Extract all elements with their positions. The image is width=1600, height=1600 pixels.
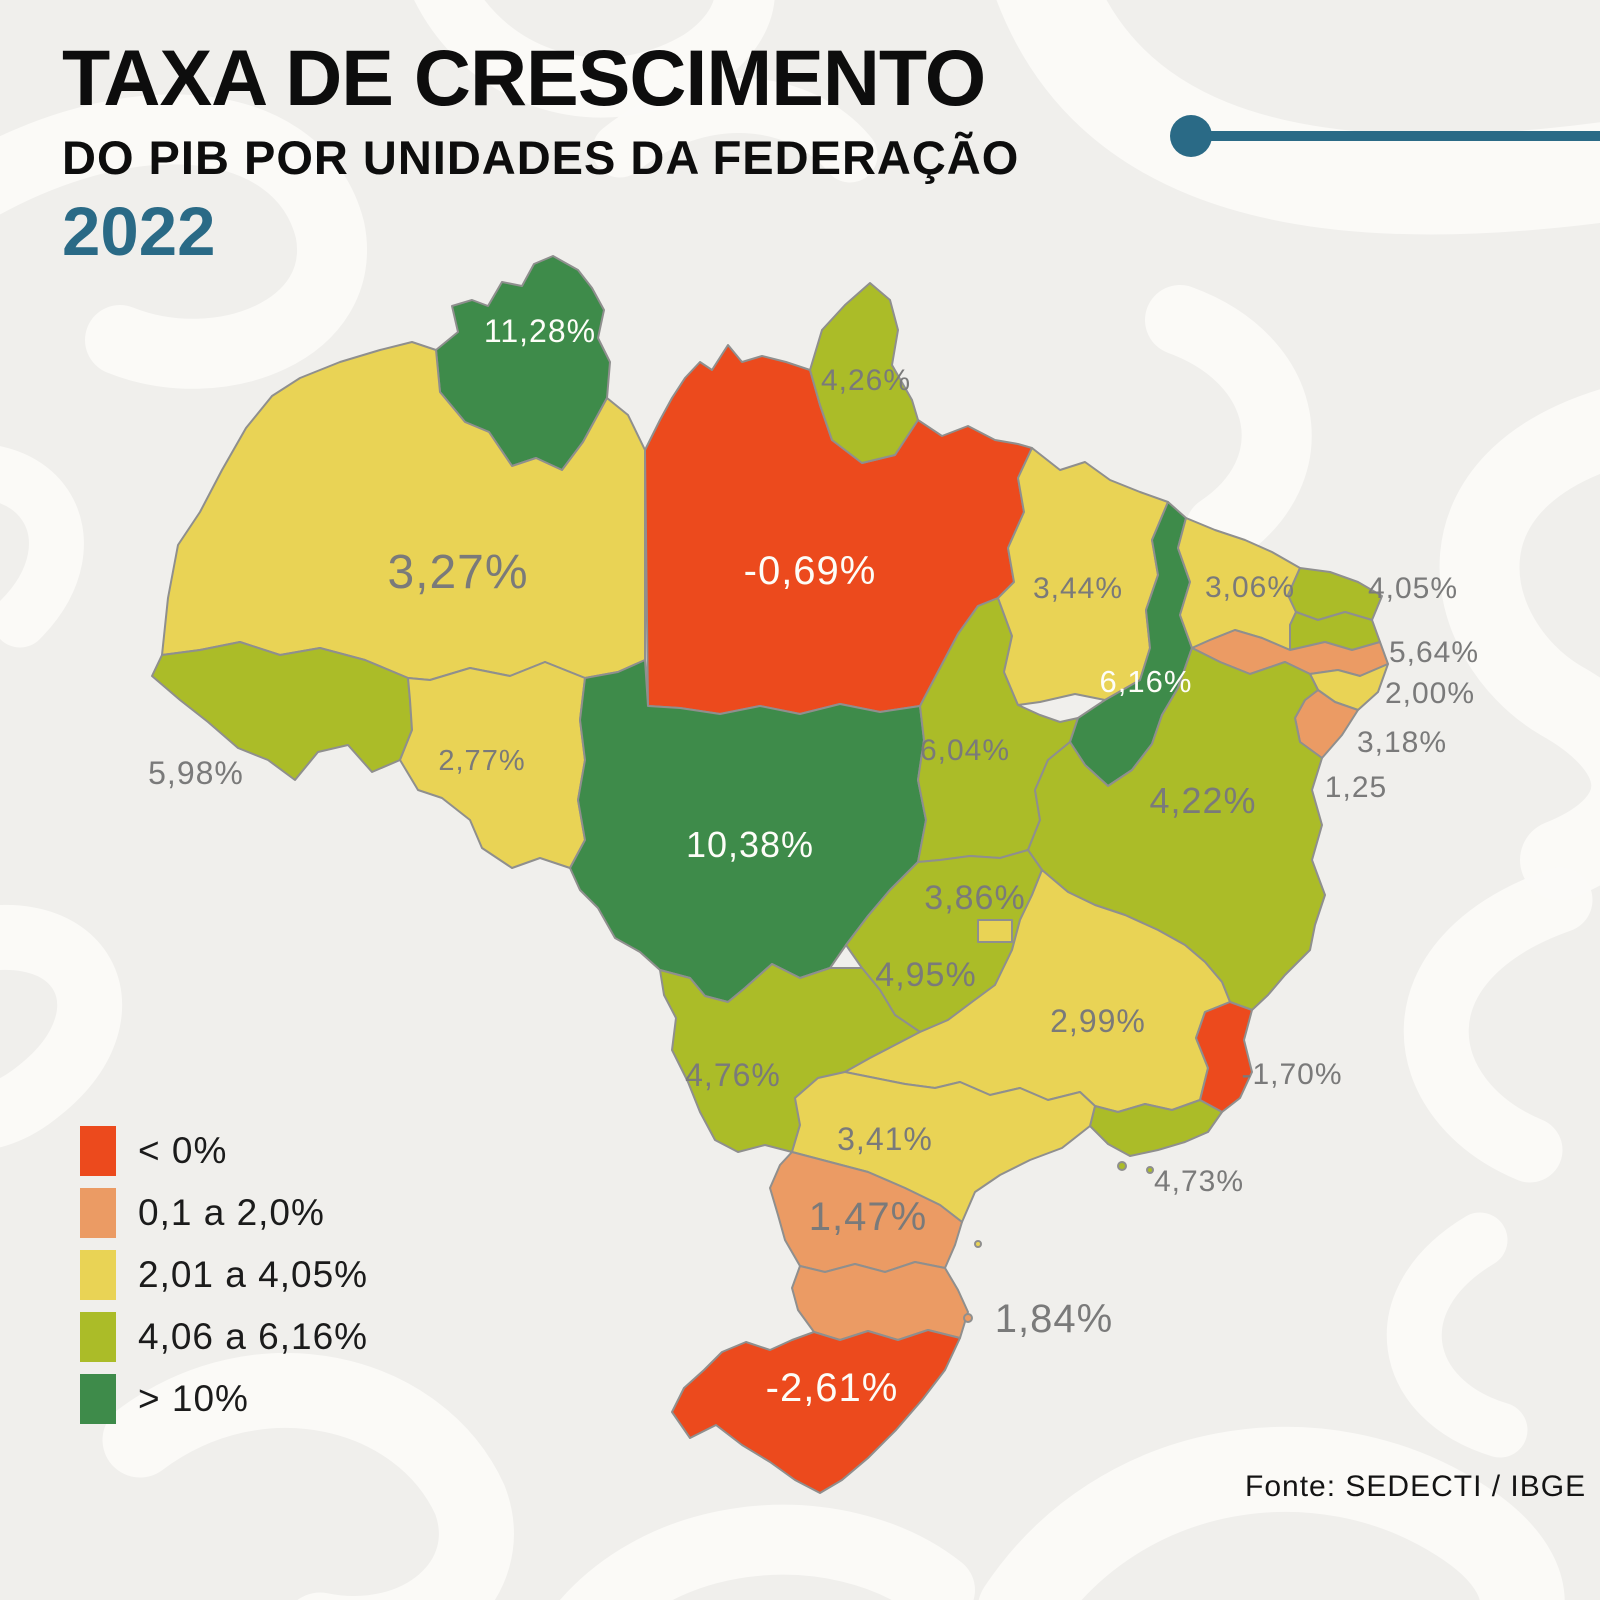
legend-label: > 10%: [138, 1378, 249, 1419]
value-labels-layer: 11,28% 4,26% 3,27% -0,69% 5,98% 2,77% 10…: [148, 313, 1479, 1410]
label-ce-value: 3,06%: [1205, 571, 1295, 604]
label-to-value: 6,04%: [920, 734, 1010, 767]
label-ro-value: 2,77%: [438, 745, 525, 777]
background-wave: [414, 0, 775, 118]
legend-label: 2,01 a 4,05%: [138, 1254, 369, 1295]
background-wave: [1386, 1212, 1528, 1458]
legend-label: 4,06 a 6,16%: [138, 1316, 369, 1357]
label-mg-value: 2,99%: [1050, 1003, 1146, 1039]
label-ba-value: 4,22%: [1149, 780, 1256, 821]
state-rs-shape: [671, 1329, 961, 1494]
source-note: Fonte: SEDECTI / IBGE: [1245, 1470, 1587, 1503]
legend-swatch-negative: [80, 1126, 116, 1176]
legend-row-mid: 2,01 a 4,05%: [80, 1250, 368, 1300]
label-ap-value: 4,26%: [821, 364, 911, 397]
label-rn-value: 4,05%: [1368, 572, 1458, 605]
label-sp-value: 3,41%: [837, 1121, 933, 1157]
label-es-value: -1,70%: [1241, 1058, 1342, 1091]
state-ac-shape: [151, 641, 413, 781]
label-pa-value: -0,69%: [744, 549, 877, 593]
states-layer: [151, 255, 1389, 1494]
background-wave: [0, 446, 84, 648]
label-ac-value: 5,98%: [148, 755, 244, 791]
island-dot: [974, 1240, 982, 1248]
label-pb-value: 5,64%: [1389, 636, 1479, 669]
legend-row-high: 4,06 a 6,16%: [80, 1312, 368, 1362]
legend-swatch-high: [80, 1312, 116, 1362]
label-ms-value: 4,76%: [685, 1057, 781, 1093]
legend-swatch-mid: [80, 1250, 116, 1300]
state-df-shape: [977, 919, 1013, 943]
legend-label: 0,1 a 2,0%: [138, 1192, 325, 1233]
label-se-value: 1,25: [1325, 771, 1387, 804]
state-sc-shape: [791, 1261, 969, 1341]
background-wave: [1403, 867, 1593, 1183]
title-block: TAXA DE CRESCIMENTO DO PIB POR UNIDADES …: [62, 38, 1019, 266]
island-dot: [1117, 1161, 1127, 1171]
background-wave: [996, 0, 1600, 235]
map-legend: < 0% 0,1 a 2,0% 2,01 a 4,05% 4,06 a 6,16…: [80, 1126, 368, 1436]
label-go-value: 4,95%: [875, 956, 976, 994]
label-pr-value: 1,47%: [809, 1195, 927, 1239]
label-al-value: 3,18%: [1357, 726, 1447, 759]
legend-swatch-very-high: [80, 1374, 116, 1424]
page-title: TAXA DE CRESCIMENTO: [62, 33, 986, 122]
legend-swatch-low: [80, 1188, 116, 1238]
island-dot: [1146, 1166, 1154, 1174]
state-es-shape: [1195, 1001, 1253, 1113]
background-wave: [0, 94, 367, 389]
legend-row-very-high: > 10%: [80, 1374, 368, 1424]
island-dot: [963, 1313, 973, 1323]
label-am-value: 3,27%: [387, 546, 528, 599]
background-wave: [978, 1426, 1565, 1600]
label-rr-value: 11,28%: [484, 313, 596, 349]
background-wave: [102, 1352, 514, 1600]
label-pe-value: 2,00%: [1385, 677, 1475, 710]
background-wave: [1439, 389, 1600, 900]
label-mt-value: 10,38%: [686, 824, 814, 865]
title-year: 2022: [62, 193, 216, 270]
state-mt-shape: [569, 659, 927, 1003]
background-wave: [560, 1504, 975, 1600]
legend-row-low: 0,1 a 2,0%: [80, 1188, 368, 1238]
label-sc-value: 1,84%: [995, 1297, 1113, 1341]
label-rs-value: -2,61%: [766, 1366, 899, 1410]
page-subtitle: DO PIB POR UNIDADES DA FEDERAÇÃO: [62, 131, 1020, 184]
label-pi-value: 6,16%: [1100, 664, 1193, 699]
label-ma-value: 3,44%: [1033, 572, 1123, 605]
background-wave: [1145, 285, 1312, 565]
decor-dot: [1170, 115, 1212, 157]
state-ap-shape: [809, 282, 919, 464]
state-rj-shape: [1089, 1099, 1223, 1157]
decor-line: [1205, 131, 1600, 141]
label-rj-value: 4,73%: [1154, 1165, 1244, 1198]
background-wave: [592, 77, 878, 183]
title-decor: [1170, 115, 1600, 157]
label-df-value: 3,86%: [924, 879, 1025, 917]
legend-row-negative: < 0%: [80, 1126, 368, 1176]
background-wave: [0, 905, 123, 1147]
legend-label: < 0%: [138, 1130, 228, 1171]
